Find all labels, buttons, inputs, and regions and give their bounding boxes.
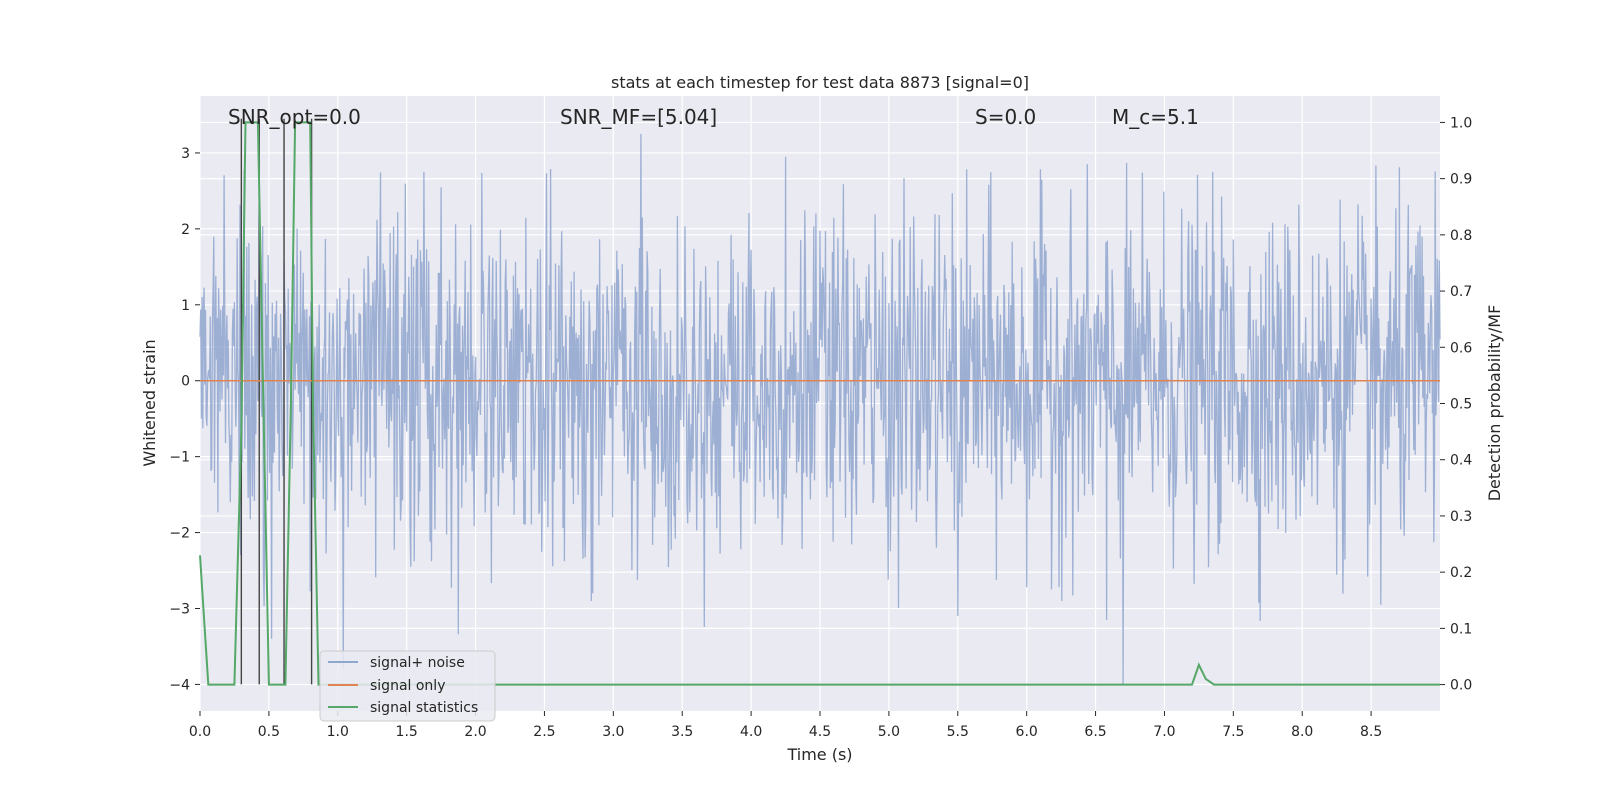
x-tick-label: 8.5 xyxy=(1360,724,1382,740)
y-tick-label: −4 xyxy=(169,677,190,693)
ticks: 0.0 0.5 1.0 1.5 2.0 2.5 3.0 3.5 4.0 4.5 5.0 5.5 6.0 6… xyxy=(169,115,1472,740)
y-right-tick-label: 1.0 xyxy=(1450,115,1472,131)
x-tick-label: 0.5 xyxy=(258,724,280,740)
annotation-mc: M_c=5.1 xyxy=(1112,105,1199,129)
y-right-tick-label: 0.2 xyxy=(1450,565,1472,581)
y-right-tick-label: 0.7 xyxy=(1450,284,1472,300)
x-tick-label: 5.5 xyxy=(947,724,969,740)
y-tick-label: 0 xyxy=(181,374,190,390)
annotation-snr-opt: SNR_opt=0.0 xyxy=(228,105,361,129)
y-tick-label: 2 xyxy=(181,222,190,238)
y-right-tick-label: 0.1 xyxy=(1450,621,1472,637)
annotation-snr-mf: SNR_MF=[5.04] xyxy=(560,105,717,129)
legend-box xyxy=(319,650,496,722)
x-tick-label: 8.0 xyxy=(1291,724,1313,740)
annotation-s: S=0.0 xyxy=(975,105,1036,129)
x-tick-label: 3.0 xyxy=(602,724,624,740)
y-right-tick-label: 0.5 xyxy=(1450,397,1472,413)
x-tick-label: 6.5 xyxy=(1084,724,1106,740)
series-signal-statistics xyxy=(199,121,1440,686)
x-tick-label: 0.0 xyxy=(189,724,211,740)
x-tick-label: 1.0 xyxy=(327,724,349,740)
y-right-tick-label: 0.6 xyxy=(1450,340,1472,356)
x-tick-label: 7.5 xyxy=(1222,724,1244,740)
y-tick-label: 3 xyxy=(181,146,190,162)
legend: signal+ noise signal only signal statist… xyxy=(319,650,496,722)
x-tick-label: 4.0 xyxy=(740,724,762,740)
x-tick-label: 5.0 xyxy=(878,724,900,740)
y-right-tick-label: 0.3 xyxy=(1450,509,1472,525)
series-signal-plus-noise xyxy=(199,133,1441,685)
noise-layer xyxy=(199,133,1441,685)
x-tick-label: 7.0 xyxy=(1153,724,1175,740)
y-tick-label: −2 xyxy=(169,526,190,542)
legend-label-noise: signal+ noise xyxy=(370,655,465,671)
y-right-tick-label: 0.0 xyxy=(1450,678,1472,694)
x-tick-label: 1.5 xyxy=(396,724,418,740)
y-tick-label: −1 xyxy=(169,450,190,466)
x-tick-label: 2.5 xyxy=(533,724,555,740)
y-tick-label: 1 xyxy=(181,298,190,314)
y-right-tick-label: 0.4 xyxy=(1450,453,1472,469)
y-right-tick-label: 0.8 xyxy=(1450,228,1472,244)
x-tick-label: 6.0 xyxy=(1016,724,1038,740)
x-tick-label: 2.0 xyxy=(464,724,486,740)
x-tick-label: 4.5 xyxy=(809,724,831,740)
series-layer xyxy=(199,121,1440,686)
x-tick-label: 3.5 xyxy=(671,724,693,740)
y-right-tick-label: 0.9 xyxy=(1450,172,1472,188)
legend-label-signal: signal only xyxy=(370,678,445,694)
y-axis-label: Whitened strain xyxy=(140,339,159,466)
legend-label-statistics: signal statistics xyxy=(370,700,478,716)
y-right-axis-label: Detection probability/MF xyxy=(1485,305,1504,502)
y-tick-label: −3 xyxy=(169,602,190,618)
chart-title: stats at each timestep for test data 887… xyxy=(611,73,1029,92)
x-axis-label: Time (s) xyxy=(786,745,852,764)
